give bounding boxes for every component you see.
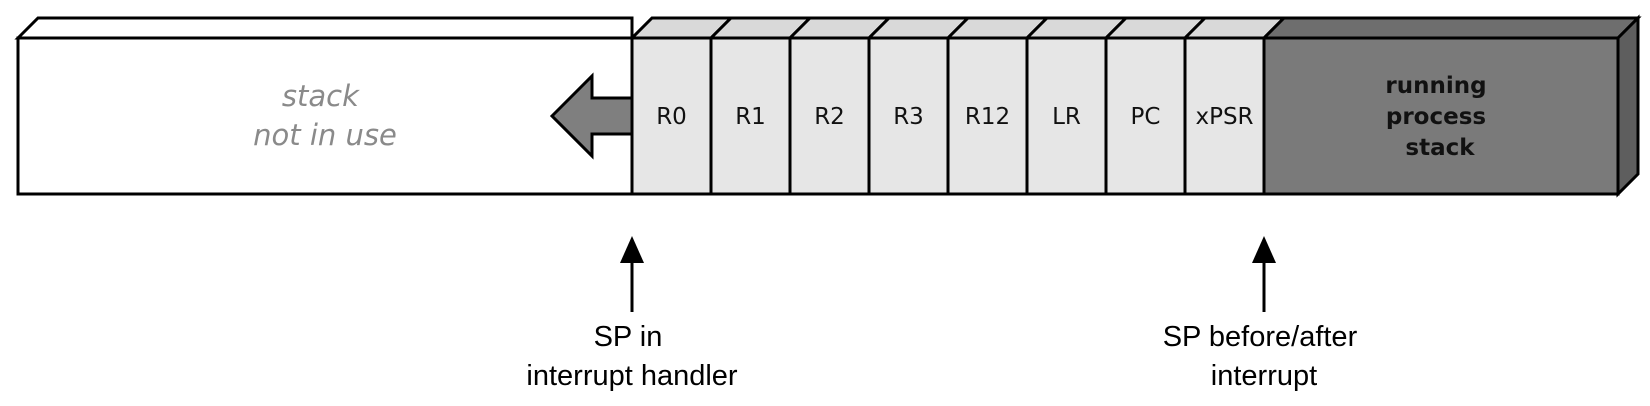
sp-handler-caption-line-1: SP in [594, 321, 663, 353]
register-label-r1: R1 [735, 104, 766, 130]
unused-stack-label-line-1: stack [282, 79, 360, 113]
register-cell-r1 [709, 36, 792, 196]
sp-before-after-arrow-icon [1252, 236, 1276, 263]
register-cell-r2 [788, 36, 871, 196]
sp-handler-pointer: SP in interrupt handler [526, 236, 738, 392]
register-cell-r0 [630, 36, 713, 196]
process-stack-label-line-3: stack [1405, 135, 1475, 161]
register-label-r3: R3 [893, 104, 924, 130]
register-label-xpsr: xPSR [1195, 104, 1253, 130]
register-label-lr: LR [1052, 104, 1081, 130]
unused-stack-region [16, 36, 634, 196]
process-stack-region [1262, 36, 1620, 196]
exception-frame: R0 R1 R2 R3 R12 LR PC xPSR [628, 16, 1288, 196]
process-stack-label-line-2: process [1386, 104, 1486, 130]
process-stack-side-face [1616, 14, 1640, 198]
register-label-r2: R2 [814, 104, 845, 130]
sp-handler-caption-line-2: interrupt handler [526, 360, 738, 392]
unused-stack-label-line-2: not in use [253, 118, 397, 152]
process-stack-label: running process stack [1385, 73, 1494, 161]
register-label-r0: R0 [656, 104, 687, 130]
register-cell-lr [1025, 36, 1108, 196]
register-label-pc: PC [1131, 104, 1161, 130]
process-stack-top-face [1260, 16, 1642, 40]
register-label-r12: R12 [965, 104, 1010, 130]
unused-stack-label: stack not in use [253, 79, 397, 152]
register-cell-r3 [867, 36, 950, 196]
sp-before-after-caption-line-2: interrupt [1211, 360, 1317, 392]
sp-before-after-caption-line-1: SP before/after [1163, 321, 1358, 353]
sp-before-after-caption: SP before/after interrupt [1163, 321, 1366, 392]
sp-handler-arrow-icon [620, 236, 644, 263]
sp-before-after-pointer: SP before/after interrupt [1163, 236, 1366, 392]
sp-handler-caption: SP in interrupt handler [526, 321, 738, 392]
process-stack-label-line-1: running [1385, 73, 1486, 99]
unused-stack-top-face [14, 16, 634, 40]
